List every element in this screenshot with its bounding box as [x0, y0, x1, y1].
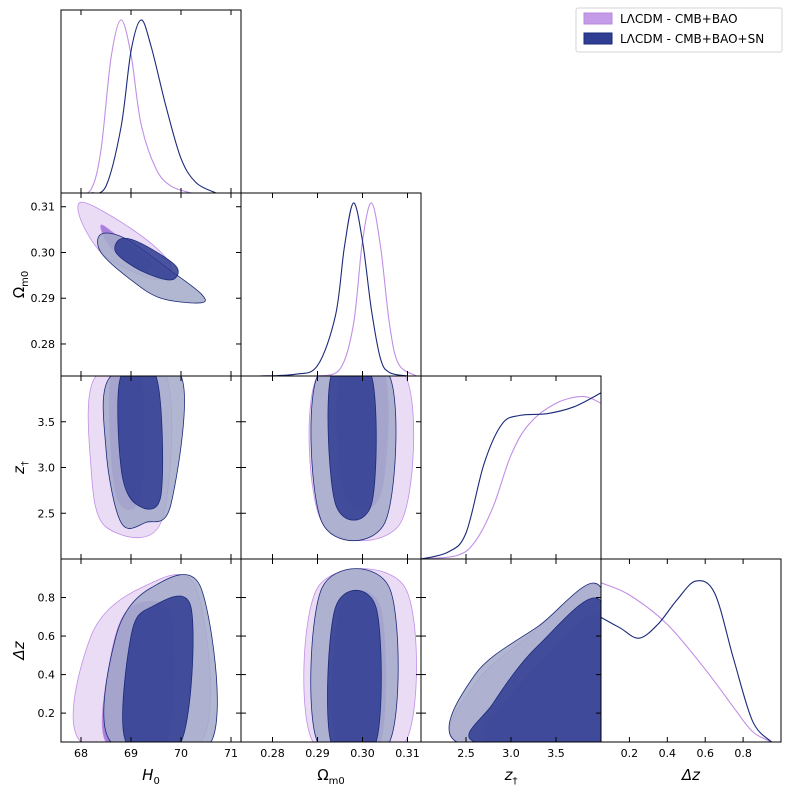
x-tick-label: 0.28 — [260, 747, 285, 760]
marginal-Om-0 — [317, 202, 417, 376]
contour-inner — [114, 237, 179, 281]
contour-H0-Om-1 — [97, 232, 206, 304]
contour-Om-zt-1 — [310, 376, 397, 542]
panel-frame — [60, 9, 242, 194]
y-tick-label: 0.4 — [38, 669, 56, 682]
x-tick-label: 0.8 — [734, 747, 752, 760]
marginal-H0-0 — [75, 19, 192, 193]
legend-swatch — [583, 32, 613, 45]
contour-zt-dz-1 — [448, 582, 601, 742]
x-tick-label: 0.30 — [350, 747, 375, 760]
x-tick-label: 2.5 — [457, 747, 475, 760]
marginal-zt-1 — [421, 392, 601, 559]
x-tick-label: 69 — [124, 747, 138, 760]
marginal-dz-0 — [601, 582, 772, 742]
y-tick-label: 0.30 — [31, 246, 56, 259]
y-tick-label: 0.8 — [38, 592, 56, 605]
x-axis-label: H0 — [142, 766, 160, 787]
contour-inner — [327, 590, 382, 742]
y-tick-label: 3.5 — [38, 416, 56, 429]
contour-H0-dz-1 — [103, 574, 218, 742]
marginal-dz-1 — [601, 580, 772, 742]
x-tick-label: 0.31 — [395, 747, 420, 760]
marginal-zt-0 — [421, 395, 601, 559]
x-axis-label: Δz — [681, 766, 701, 784]
panel-frame — [420, 375, 602, 560]
marginal-H0-1 — [90, 19, 217, 193]
x-axis-label: z† — [504, 766, 518, 787]
x-tick-label: 0.2 — [621, 747, 639, 760]
x-tick-label: 0.29 — [305, 747, 330, 760]
y-tick-label: 0.28 — [31, 338, 56, 351]
legend-frame — [575, 7, 783, 53]
x-tick-label: 3.5 — [547, 747, 565, 760]
x-tick-label: 0.4 — [659, 747, 677, 760]
label-layer: 68 69 70 71 H0 0.28 0.29 0.30 0.31 Ωm0 2.5 3.0 3.5 z†… — [10, 201, 752, 787]
contour-Om-dz-1 — [310, 568, 399, 742]
y-tick-label: 3.0 — [38, 462, 56, 475]
y-tick-label: 0.6 — [38, 630, 56, 643]
y-axis-label: z† — [10, 461, 31, 475]
x-tick-label: 0.6 — [696, 747, 714, 760]
y-axis-label: Ωm0 — [10, 271, 31, 299]
panel-frame — [600, 558, 782, 743]
legend-label: LΛCDM - CMB+BAO — [620, 12, 738, 26]
legend-label: LΛCDM - CMB+BAO+SN — [620, 32, 764, 46]
contour-inner — [117, 376, 164, 510]
contour-inner — [122, 595, 194, 742]
contour-inner — [468, 597, 601, 742]
x-tick-label: 3.0 — [502, 747, 520, 760]
contour-inner — [327, 376, 377, 521]
y-axis-label: Δz — [10, 640, 28, 660]
marginal-Om-1 — [258, 202, 408, 376]
contour-layer — [72, 201, 601, 742]
x-tick-label: 71 — [224, 747, 238, 760]
y-tick-label: 2.5 — [38, 507, 56, 520]
marginal-layer — [75, 19, 772, 742]
y-tick-label: 0.29 — [31, 292, 56, 305]
legend: LΛCDM - CMB+BAO LΛCDM - CMB+BAO+SN — [575, 7, 783, 53]
x-tick-label: 70 — [174, 747, 188, 760]
contour-H0-zt-1 — [102, 376, 185, 529]
x-tick-label: 68 — [74, 747, 88, 760]
y-tick-label: 0.31 — [31, 201, 56, 214]
y-tick-label: 0.2 — [38, 707, 56, 720]
x-axis-label: Ωm0 — [317, 766, 345, 787]
legend-swatch — [583, 12, 613, 25]
frame-layer — [60, 9, 782, 743]
